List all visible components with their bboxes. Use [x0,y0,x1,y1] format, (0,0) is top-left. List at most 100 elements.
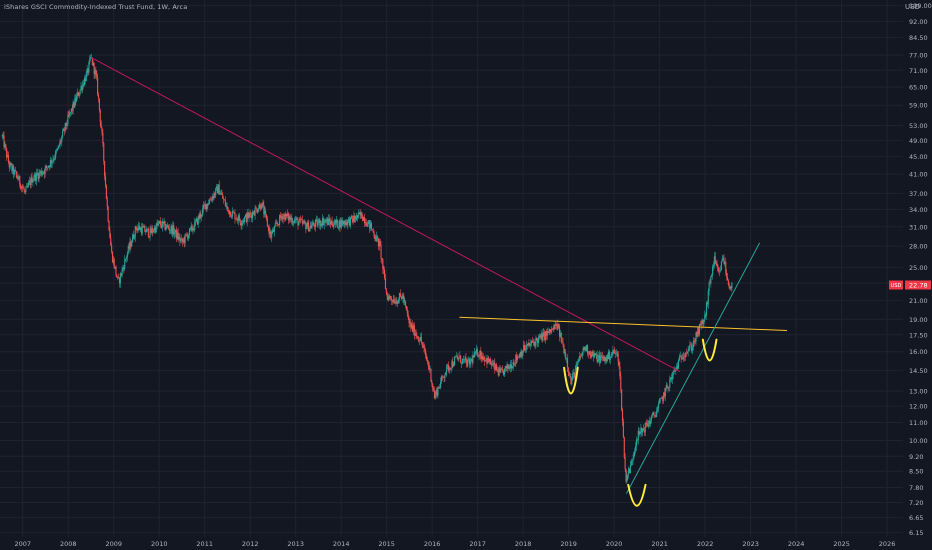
candle-body [489,358,491,365]
candle-body [433,388,435,391]
candle-body [636,439,638,441]
candle-body [279,215,281,225]
candle-body [558,324,560,326]
candle-body [574,368,576,378]
candle-body [2,135,4,136]
candle-body [526,345,528,346]
candle-body [578,360,580,362]
candle-body [250,213,252,215]
y-tick-label: 45.00 [909,153,928,161]
candle-body [444,375,446,378]
candle-body [162,221,164,224]
candle-body [564,352,566,354]
candle-body [360,212,362,216]
candle-body [422,345,424,347]
candle-body [146,228,149,230]
candle-body [728,285,730,289]
candle-body [223,199,226,201]
candle-body [153,227,156,232]
candle-body [53,159,55,160]
candle-body [614,350,616,354]
candle-body [335,219,338,224]
y-tick-label: 6.15 [909,529,923,537]
candle-body [517,356,519,358]
price-axis[interactable]: 6.15 6.65 7.20 7.80 8.50 9.20 10.00 11.00 12.00 1… [909,2,932,537]
candle-body [144,226,146,232]
candle-body [79,89,81,94]
candle-body [671,374,673,380]
candle-body [178,236,180,240]
candle-body [672,372,674,375]
candle-body [119,273,121,284]
y-tick-label: 41.00 [909,170,928,178]
candle-body [624,457,626,469]
candle-body [696,332,698,337]
candle-body [51,161,53,164]
candle-body [692,340,694,348]
candle-body [76,92,79,96]
candle-body [697,328,699,337]
candle-body [454,357,456,366]
candle-body [83,78,86,86]
candle-body [507,364,509,369]
candle-body [336,219,338,228]
candle-body [428,366,430,370]
candle-body [541,333,543,341]
candle-body [391,300,393,302]
candle-body [146,228,148,233]
candle-body [308,228,310,232]
candle-body [28,181,30,183]
y-tick-label: 19.00 [909,316,928,324]
candle-body [280,216,282,218]
time-axis[interactable]: 2007 2008 2009 2010 2011 2012 2013 2014 2015 2016… [14,540,895,548]
candle-body [633,452,635,459]
candle-body [173,225,175,235]
candle-body [115,266,117,275]
candle-body [13,170,16,175]
candle-body [398,299,400,303]
candle-body [269,231,271,234]
y-tick-label: 11.00 [909,419,928,427]
candle-body [516,355,518,360]
candle-body [247,212,249,218]
candle-body [55,151,57,158]
candle-body [631,460,633,462]
candle-body [727,280,729,286]
candle-body [36,172,38,175]
candle-body [118,277,121,284]
candle-body [298,222,300,226]
candle-body [358,212,360,214]
candle-body [543,332,545,333]
candle-body [339,220,341,228]
candle-body [268,226,270,234]
candle-body [534,341,536,346]
candle-body [44,167,46,174]
candle-body [216,186,218,189]
candle-body [49,160,51,167]
x-tick-label: 2019 [560,540,577,548]
candle-body [669,379,671,388]
candle-body [395,301,397,303]
candle-body [544,331,547,340]
candle-body [272,229,274,234]
candle-body [513,362,515,365]
candle-body [545,331,547,336]
candle-body [712,266,714,275]
candle-body [394,302,396,304]
candle-body [349,218,351,226]
candle-body [167,225,169,227]
candle-body [622,421,624,438]
candle-body [370,223,372,229]
y-tick-label: 13.00 [909,387,928,395]
candle-body [464,357,466,360]
candle-body [295,218,297,221]
candle-body [179,236,181,242]
candle-body [296,218,298,219]
candle-body [493,362,495,365]
candle-body [255,207,257,209]
candle-body [41,170,43,175]
x-tick-label: 2022 [697,540,714,548]
candle-body [506,364,508,368]
candle-body [432,383,434,389]
